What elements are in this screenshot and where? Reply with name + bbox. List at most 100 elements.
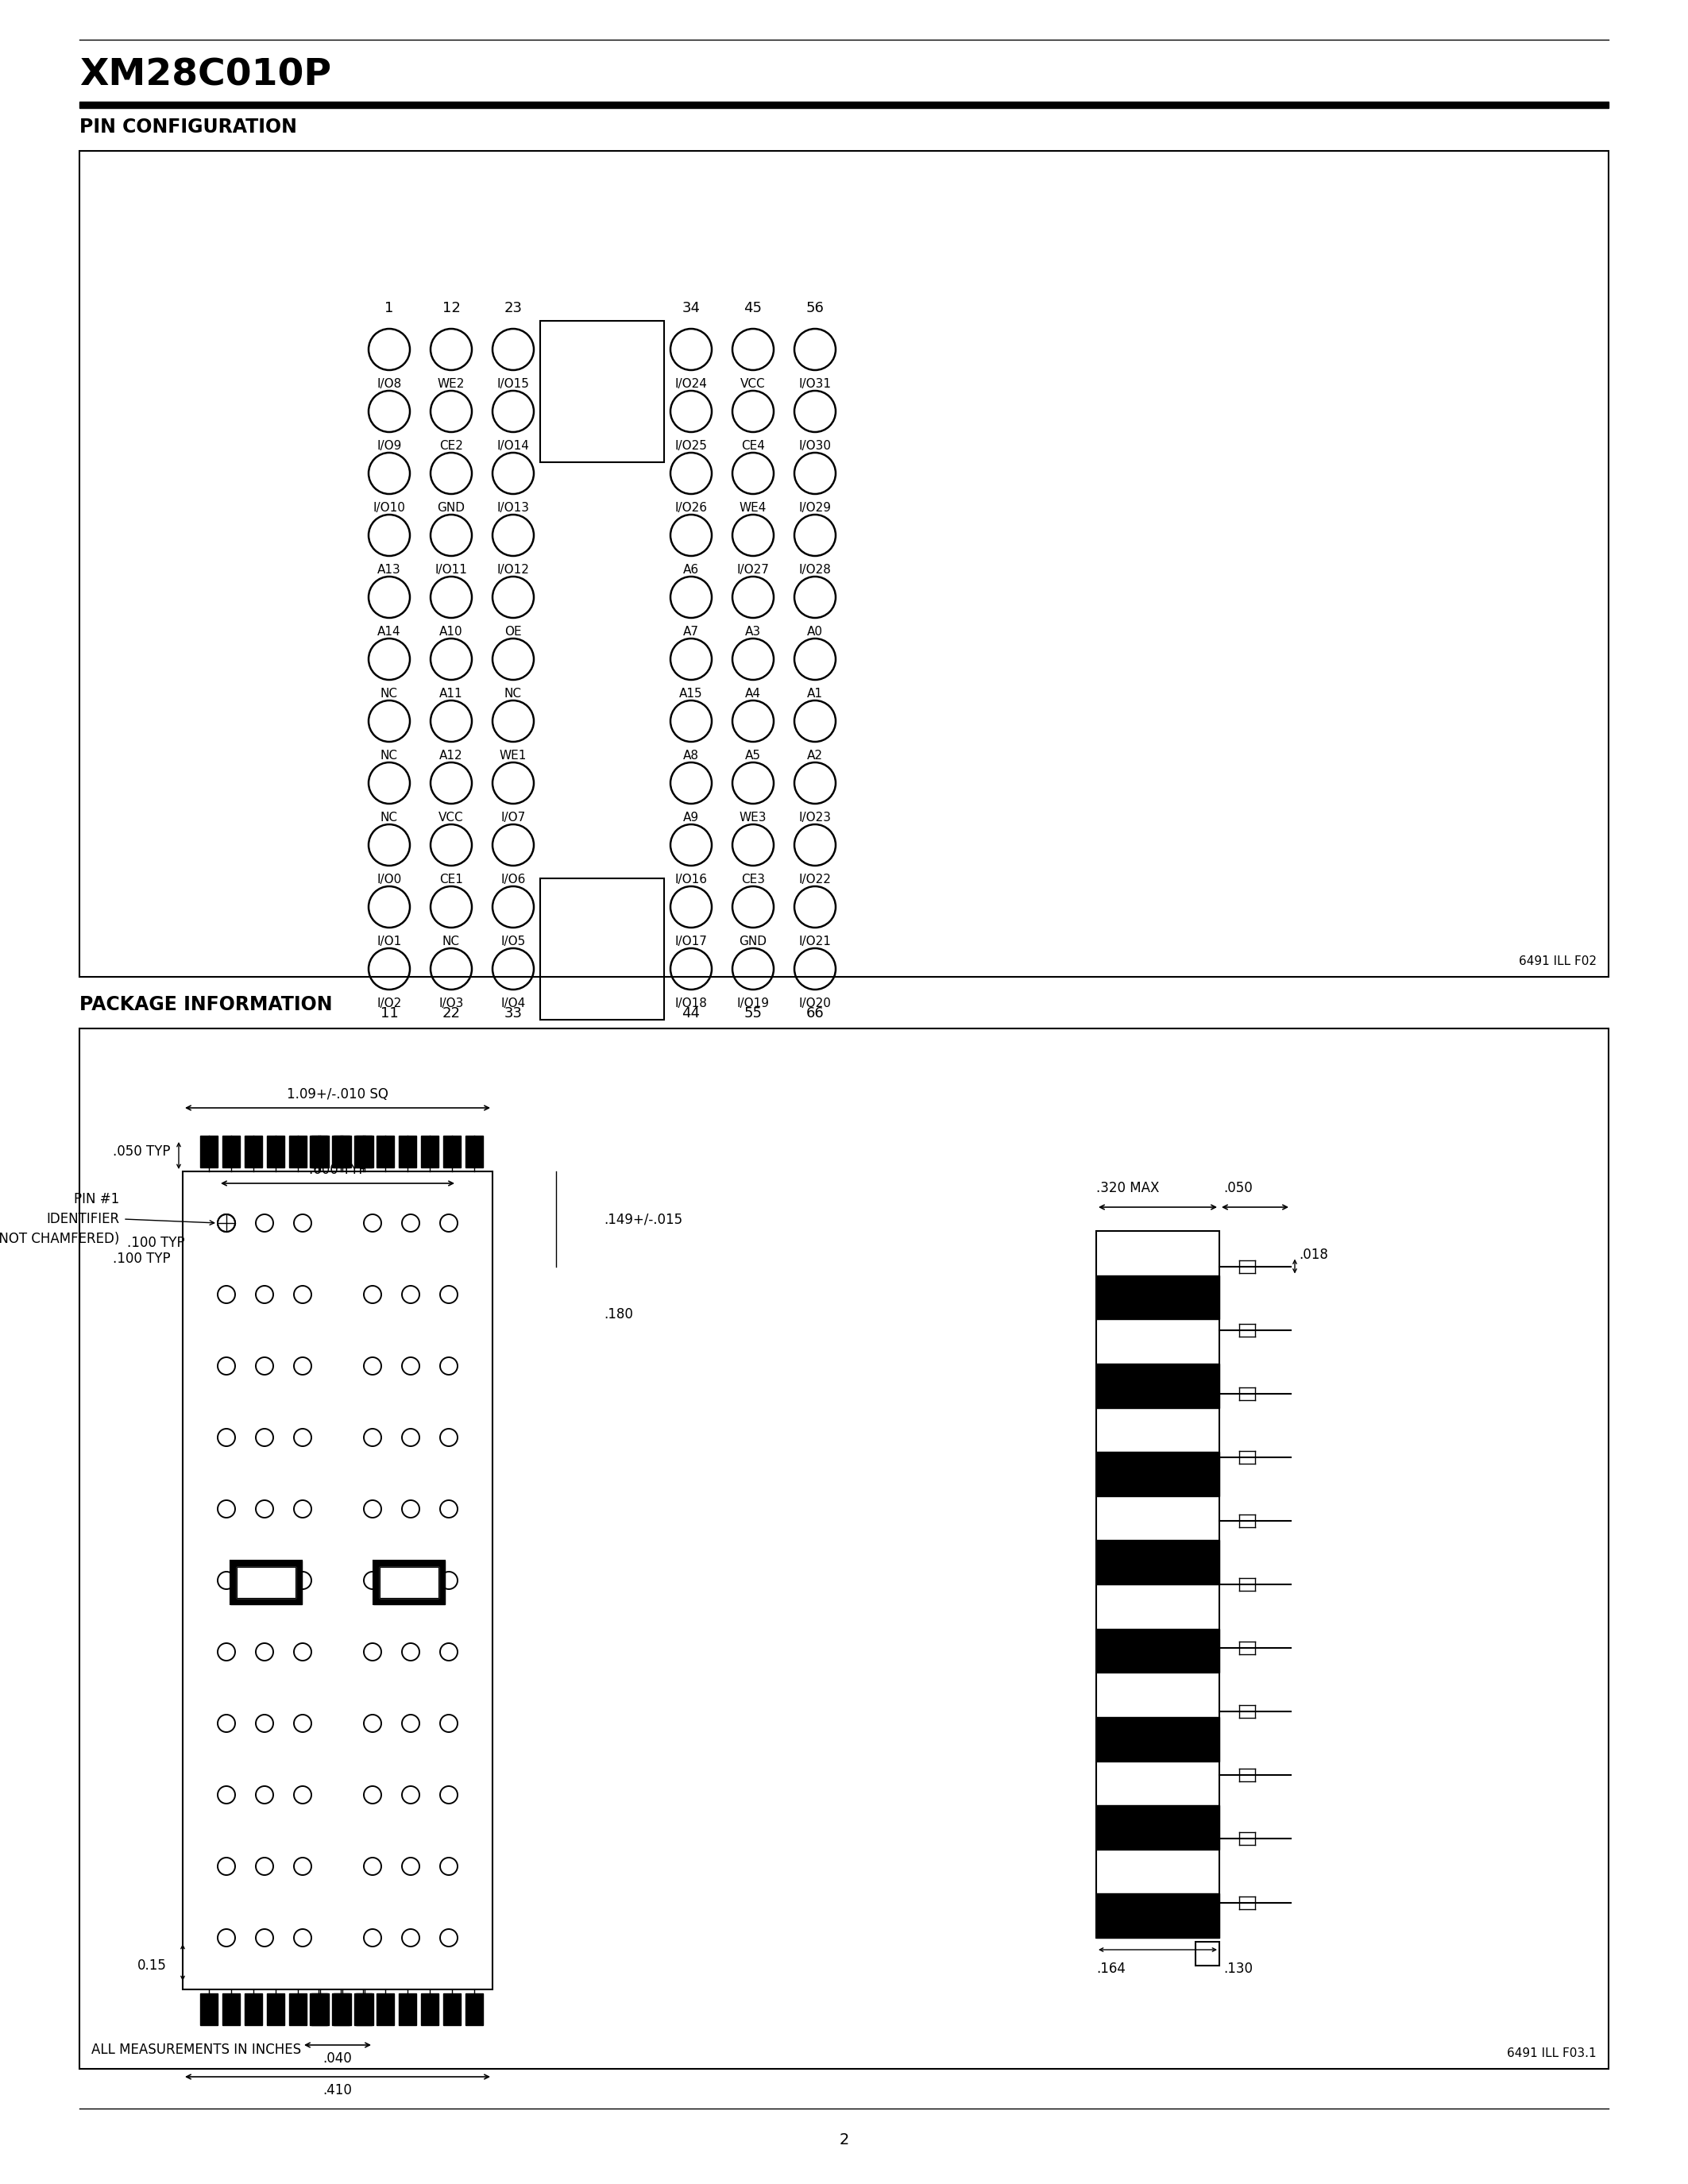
Text: XM28C010P: XM28C010P: [79, 57, 331, 94]
Bar: [444, 1994, 461, 2025]
Text: I/O9: I/O9: [376, 439, 402, 452]
Text: 6491 ILL F03.1: 6491 ILL F03.1: [1507, 2046, 1597, 2060]
Text: .164: .164: [1096, 1961, 1126, 1977]
Text: A8: A8: [684, 749, 699, 762]
Text: A5: A5: [744, 749, 761, 762]
Text: I/O8: I/O8: [376, 378, 402, 391]
Bar: [223, 1994, 240, 2025]
Text: I/O18: I/O18: [675, 998, 707, 1009]
Text: WE2: WE2: [437, 378, 464, 391]
Bar: [420, 1136, 439, 1168]
Bar: [230, 1562, 302, 1605]
Text: 23: 23: [505, 301, 522, 314]
Bar: [245, 1994, 262, 2025]
Bar: [1096, 1894, 1219, 1937]
Text: 0.15: 0.15: [137, 1959, 167, 1972]
Text: .050: .050: [1224, 1182, 1252, 1195]
Text: CE1: CE1: [439, 874, 463, 885]
Text: NC: NC: [380, 688, 398, 699]
Text: I/O0: I/O0: [376, 874, 402, 885]
Bar: [1096, 1629, 1219, 1673]
Bar: [540, 878, 663, 1020]
Bar: [373, 1562, 446, 1605]
Text: A13: A13: [378, 563, 402, 577]
Bar: [79, 151, 1609, 976]
Bar: [380, 1566, 439, 1599]
Text: I/O29: I/O29: [798, 502, 830, 513]
Text: 33: 33: [505, 1007, 522, 1020]
Text: I/O22: I/O22: [798, 874, 830, 885]
Text: .050 TYP: .050 TYP: [113, 1144, 170, 1160]
Text: .149+/-.015: .149+/-.015: [604, 1212, 682, 1225]
Text: 1.09+/-.010 SQ: 1.09+/-.010 SQ: [287, 1088, 388, 1101]
Text: A0: A0: [807, 627, 824, 638]
Bar: [373, 1562, 446, 1605]
Bar: [289, 1994, 307, 2025]
Bar: [267, 1994, 284, 2025]
Text: 45: 45: [744, 301, 763, 314]
Text: .130: .130: [1224, 1961, 1252, 1977]
Text: GND: GND: [739, 935, 766, 948]
Bar: [230, 1562, 302, 1605]
Bar: [334, 1136, 351, 1168]
Text: CE2: CE2: [439, 439, 463, 452]
Bar: [201, 1136, 218, 1168]
Text: A4: A4: [744, 688, 761, 699]
Text: I/O11: I/O11: [436, 563, 468, 577]
Text: I/O10: I/O10: [373, 502, 405, 513]
Bar: [1096, 1452, 1219, 1496]
Text: VCC: VCC: [741, 378, 766, 391]
Text: I/O25: I/O25: [675, 439, 707, 452]
Text: 2: 2: [839, 2134, 849, 2147]
Text: 11: 11: [380, 1007, 398, 1020]
Text: I/O4: I/O4: [501, 998, 525, 1009]
Text: NC: NC: [442, 935, 459, 948]
Text: A15: A15: [679, 688, 702, 699]
Text: I/O5: I/O5: [501, 935, 525, 948]
Bar: [1096, 1806, 1219, 1850]
Text: VCC: VCC: [439, 812, 464, 823]
Text: (NOT CHAMFERED): (NOT CHAMFERED): [0, 1232, 120, 1247]
Text: .100 TYP: .100 TYP: [113, 1251, 170, 1267]
Bar: [79, 103, 1609, 107]
Bar: [311, 1136, 327, 1168]
Bar: [1195, 1942, 1219, 1966]
Bar: [1096, 1540, 1219, 1583]
Bar: [420, 1994, 439, 2025]
Bar: [354, 1994, 371, 2025]
Text: I/O14: I/O14: [496, 439, 530, 452]
Text: 66: 66: [805, 1007, 824, 1020]
Text: 12: 12: [442, 301, 461, 314]
Text: .040: .040: [322, 2051, 353, 2066]
Text: NC: NC: [380, 749, 398, 762]
Bar: [289, 1136, 307, 1168]
Text: I/O16: I/O16: [675, 874, 707, 885]
Bar: [398, 1994, 417, 2025]
Bar: [1096, 1363, 1219, 1409]
Text: I/O1: I/O1: [376, 935, 402, 948]
Text: I/O23: I/O23: [798, 812, 830, 823]
Text: .600 TYP: .600 TYP: [309, 1162, 366, 1177]
Text: 44: 44: [682, 1007, 701, 1020]
Text: 34: 34: [682, 301, 701, 314]
Text: ALL MEASUREMENTS IN INCHES: ALL MEASUREMENTS IN INCHES: [91, 2042, 300, 2057]
Text: I/O7: I/O7: [501, 812, 525, 823]
Text: A7: A7: [684, 627, 699, 638]
Text: 56: 56: [805, 301, 824, 314]
Text: .180: .180: [604, 1308, 633, 1321]
Bar: [376, 1994, 393, 2025]
Bar: [540, 321, 663, 463]
Text: A10: A10: [439, 627, 463, 638]
Bar: [333, 1994, 349, 2025]
Text: I/O3: I/O3: [439, 998, 464, 1009]
Text: .100 TYP: .100 TYP: [127, 1236, 186, 1249]
Text: OE: OE: [505, 627, 522, 638]
Bar: [245, 1136, 262, 1168]
Text: GND: GND: [437, 502, 466, 513]
Bar: [333, 1136, 349, 1168]
Text: WE1: WE1: [500, 749, 527, 762]
Text: I/O21: I/O21: [798, 935, 830, 948]
Bar: [444, 1136, 461, 1168]
Bar: [466, 1994, 483, 2025]
Text: I/O17: I/O17: [675, 935, 707, 948]
